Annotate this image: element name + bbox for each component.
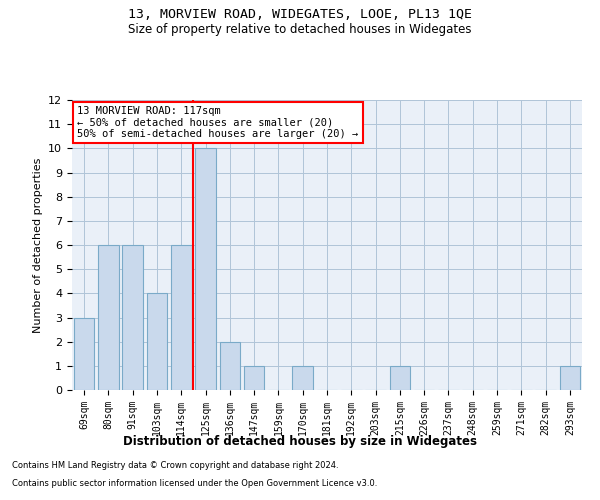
Text: Distribution of detached houses by size in Widegates: Distribution of detached houses by size … [123, 435, 477, 448]
Text: Contains HM Land Registry data © Crown copyright and database right 2024.: Contains HM Land Registry data © Crown c… [12, 461, 338, 470]
Bar [122, 245, 143, 390]
Y-axis label: Number of detached properties: Number of detached properties [32, 158, 43, 332]
Bar [146, 294, 167, 390]
Text: 13 MORVIEW ROAD: 117sqm
← 50% of detached houses are smaller (20)
50% of semi-de: 13 MORVIEW ROAD: 117sqm ← 50% of detache… [77, 106, 358, 139]
Bar [220, 342, 240, 390]
Bar [389, 366, 410, 390]
Bar [195, 148, 216, 390]
Text: Size of property relative to detached houses in Widegates: Size of property relative to detached ho… [128, 22, 472, 36]
Text: Contains public sector information licensed under the Open Government Licence v3: Contains public sector information licen… [12, 478, 377, 488]
Bar [74, 318, 94, 390]
Bar [560, 366, 580, 390]
Bar [292, 366, 313, 390]
Bar [98, 245, 119, 390]
Text: 13, MORVIEW ROAD, WIDEGATES, LOOE, PL13 1QE: 13, MORVIEW ROAD, WIDEGATES, LOOE, PL13 … [128, 8, 472, 20]
Bar [244, 366, 265, 390]
Bar [171, 245, 191, 390]
